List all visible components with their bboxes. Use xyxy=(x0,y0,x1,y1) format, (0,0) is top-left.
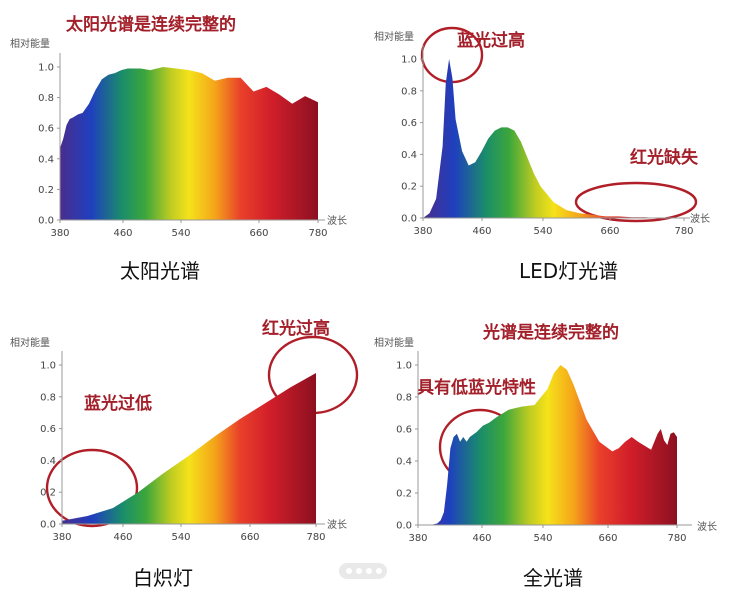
annotation-incandescent-blue-low: 蓝光过低 xyxy=(84,393,152,414)
x-tick-label: 780 xyxy=(306,532,325,543)
panel-sun: 太阳光谱是连续完整的 相对能量 波长 太阳光谱 1.0 0.8 0.6 0.4 0.2 0… xyxy=(10,14,347,283)
y-tick-label: 0.8 xyxy=(38,93,54,104)
panel-full-spectrum: 光谱是连续完整的 相对能量 波长 具有低蓝光特性 全光谱 1.0 0.8 0.6 0.… xyxy=(374,322,717,590)
caption-led: LED灯光谱 xyxy=(519,259,618,283)
caption-full-spectrum: 全光谱 xyxy=(523,566,583,590)
highlight-circle-led-blue xyxy=(420,26,484,84)
carousel-indicator[interactable] xyxy=(339,563,387,579)
y-tick-label: 0.4 xyxy=(38,154,54,165)
chart-title-full-spectrum: 光谱是连续完整的 xyxy=(482,322,619,343)
y-tick-label: 0.0 xyxy=(401,214,417,225)
x-tick-label: 780 xyxy=(674,226,693,237)
highlight-circle-led-red xyxy=(574,181,698,223)
y-tick-label: 0.6 xyxy=(401,118,417,129)
xlabel-led: 波长 xyxy=(690,212,710,225)
y-tick-label: 0.6 xyxy=(40,424,56,435)
carousel-dot[interactable] xyxy=(346,568,352,574)
annotation-led-red-missing: 红光缺失 xyxy=(630,147,699,168)
chart-title-sun: 太阳光谱是连续完整的 xyxy=(66,14,236,35)
y-tick-label: 1.0 xyxy=(401,55,417,66)
x-tick-label: 380 xyxy=(413,226,432,237)
y-tick-label: 1.0 xyxy=(396,361,412,372)
carousel-dot[interactable] xyxy=(356,568,362,574)
spectrum-area xyxy=(60,67,318,220)
caption-incandescent: 白炽灯 xyxy=(133,566,193,590)
caption-sun: 太阳光谱 xyxy=(120,259,200,283)
annotation-full-spectrum-low-blue: 具有低蓝光特性 xyxy=(416,377,536,398)
x-tick-label: 540 xyxy=(533,533,552,544)
annotation-incandescent-red-high: 红光过高 xyxy=(262,318,330,339)
annotation-led-blue-high: 蓝光过高 xyxy=(457,30,525,51)
ylabel-sun: 相对能量 xyxy=(10,37,50,50)
y-tick-label: 0.8 xyxy=(401,86,417,97)
y-tick-label: 0.4 xyxy=(40,456,56,467)
panel-led: 相对能量 波长 蓝光过高 红光缺失 LED灯光谱 1.0 0.8 0.6 0.4 0.2… xyxy=(374,26,710,283)
y-tick-label: 0.2 xyxy=(401,182,417,193)
y-tick-label: 0.8 xyxy=(396,393,412,404)
x-tick-label: 540 xyxy=(171,532,190,543)
x-tick-label: 460 xyxy=(113,532,132,543)
highlight-circle-incandescent-blue xyxy=(45,448,139,528)
spectrum-area xyxy=(418,365,677,525)
x-tick-label: 660 xyxy=(249,228,268,239)
xlabel-incandescent: 波长 xyxy=(327,518,347,531)
ylabel-incandescent: 相对能量 xyxy=(10,336,50,349)
y-tick-label: 0.6 xyxy=(38,124,54,135)
carousel-dot[interactable] xyxy=(376,568,382,574)
y-tick-label: 1.0 xyxy=(38,63,54,74)
x-tick-label: 780 xyxy=(667,533,686,544)
x-tick-label: 380 xyxy=(52,532,71,543)
y-tick-label: 0.6 xyxy=(396,425,412,436)
x-tick-label: 460 xyxy=(472,226,491,237)
y-tick-label: 0.0 xyxy=(40,520,56,531)
x-tick-label: 380 xyxy=(408,533,427,544)
x-tick-label: 660 xyxy=(600,226,619,237)
x-tick-label: 660 xyxy=(598,533,617,544)
spectrum-area xyxy=(423,59,684,218)
y-tick-label: 1.0 xyxy=(40,361,56,372)
xlabel-full-spectrum: 波长 xyxy=(697,520,717,533)
y-tick-label: 0.2 xyxy=(40,488,56,499)
xlabel-sun: 波长 xyxy=(327,214,347,227)
y-tick-label: 0.8 xyxy=(40,392,56,403)
y-tick-label: 0.2 xyxy=(38,185,54,196)
y-tick-label: 0.0 xyxy=(38,216,54,227)
panel-incandescent: 相对能量 波长 蓝光过低 红光过高 白炽灯 1.0 0.8 0.6 0.4 0.2 0.0… xyxy=(10,318,359,590)
x-tick-label: 540 xyxy=(533,226,552,237)
x-tick-label: 380 xyxy=(50,228,69,239)
y-tick-label: 0.4 xyxy=(401,150,417,161)
spectrum-area xyxy=(62,373,316,524)
x-tick-label: 540 xyxy=(171,228,190,239)
y-tick-label: 0.0 xyxy=(396,521,412,532)
ylabel-full-spectrum: 相对能量 xyxy=(374,336,414,349)
carousel-dot[interactable] xyxy=(366,568,372,574)
ylabel-led: 相对能量 xyxy=(374,30,414,43)
y-tick-label: 0.2 xyxy=(396,489,412,500)
x-tick-label: 460 xyxy=(472,533,491,544)
x-tick-label: 660 xyxy=(240,532,259,543)
x-tick-label: 460 xyxy=(113,228,132,239)
y-tick-label: 0.4 xyxy=(396,457,412,468)
x-tick-label: 780 xyxy=(308,228,327,239)
